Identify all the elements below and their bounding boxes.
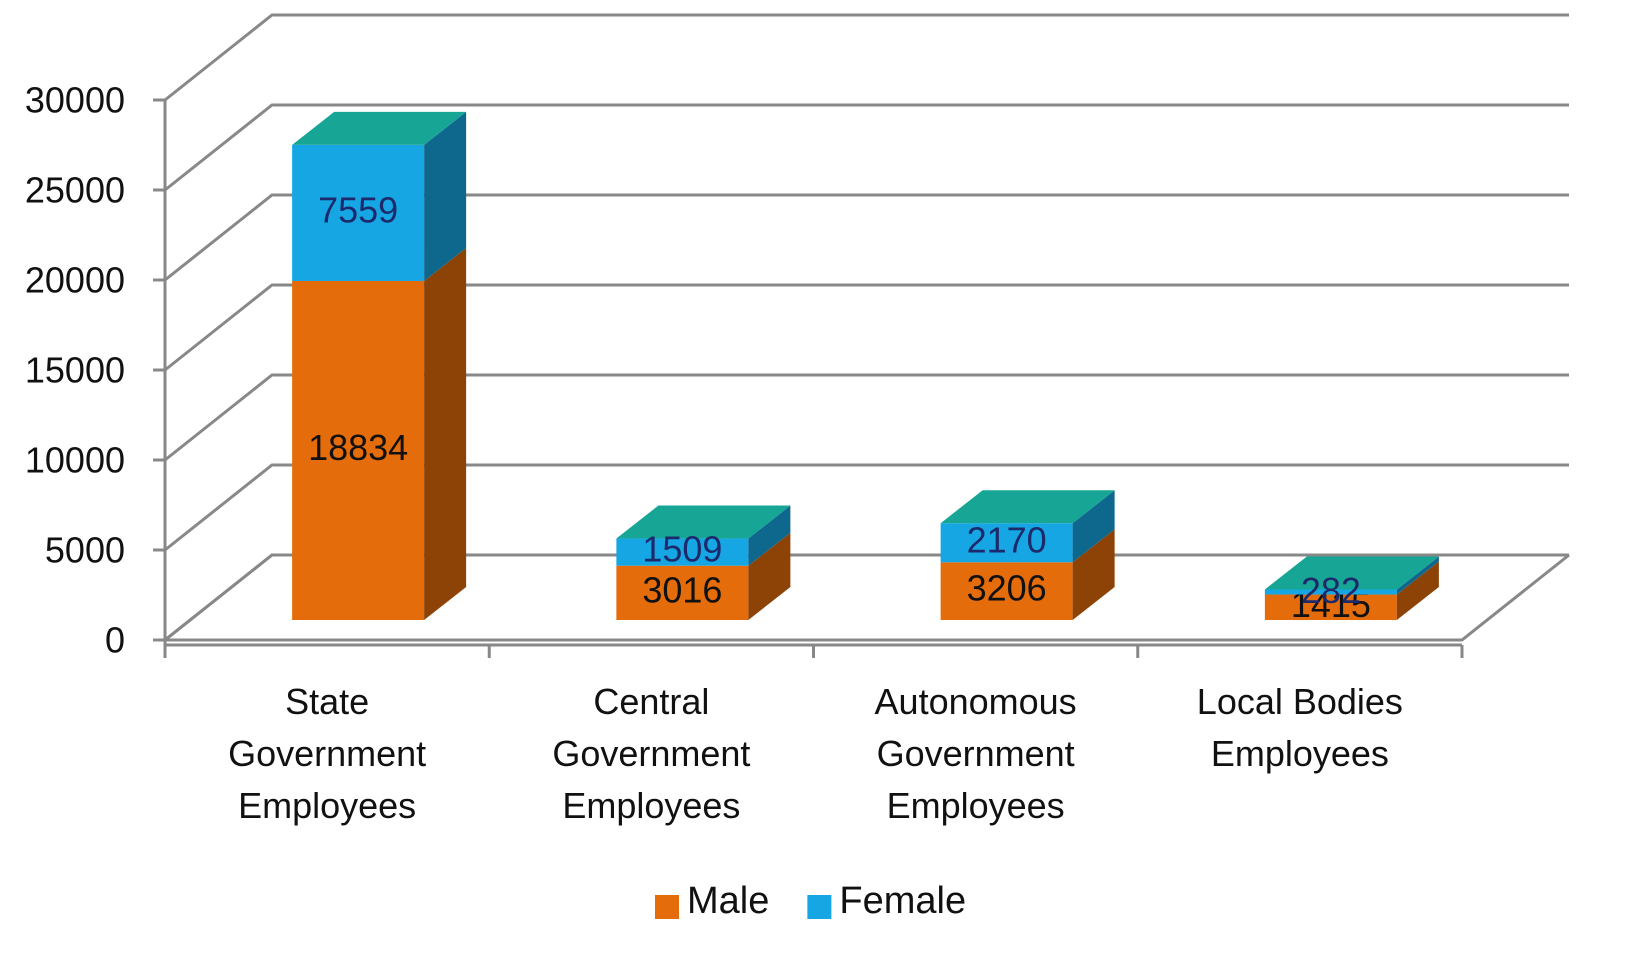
x-tick-label: Local Bodies Employees: [1196, 681, 1403, 774]
data-label: 1509: [642, 529, 722, 570]
bar-side: [1396, 556, 1439, 595]
y-tick-label: 5000: [45, 530, 125, 571]
y-tick-label: 30000: [25, 80, 125, 121]
bar-front: [292, 144, 425, 281]
bar-side: [1072, 529, 1115, 620]
data-label: 3206: [967, 568, 1047, 609]
legend-label: Female: [839, 880, 967, 922]
bar-side: [424, 247, 467, 620]
bar-front: [292, 280, 425, 620]
grid-line: [164, 193, 1569, 282]
bar-top: [1264, 556, 1439, 590]
legend-label: Male: [687, 880, 770, 922]
bar-side: [424, 111, 467, 281]
bar-front: [616, 565, 749, 620]
bar-front: [940, 562, 1073, 620]
bar-front: [616, 538, 749, 566]
bar-front: [1264, 589, 1397, 595]
grid-line: [164, 553, 1569, 642]
bar-top: [292, 111, 467, 145]
grid-line: [164, 283, 1569, 372]
data-label: 2170: [967, 519, 1047, 560]
bar-side: [748, 505, 791, 566]
bar-side: [1396, 561, 1439, 620]
bar-top: [616, 505, 791, 539]
bar-front: [940, 523, 1073, 563]
grid-line: [164, 463, 1569, 552]
bar-side: [748, 532, 791, 620]
y-tick-label: 25000: [25, 170, 125, 211]
data-label: 282: [1301, 570, 1361, 611]
bar-front: [1264, 594, 1397, 620]
legend-swatch: [807, 895, 832, 919]
grid-line: [164, 103, 1569, 192]
y-tick-label: 20000: [25, 260, 125, 301]
bar-top: [940, 490, 1115, 524]
y-tick-label: 10000: [25, 440, 125, 481]
grid-line: [164, 373, 1569, 462]
data-label: 18834: [308, 427, 408, 468]
floor-edge: [165, 553, 1570, 642]
x-tick-label: Autonomous Government Employees: [874, 681, 1077, 826]
y-tick-label: 15000: [25, 350, 125, 391]
grid-line: [164, 13, 1569, 102]
x-tick-label: State Government Employees: [228, 681, 427, 826]
y-tick-label: 0: [105, 620, 125, 661]
data-label: 7559: [318, 189, 398, 230]
legend-swatch: [655, 895, 679, 919]
x-tick-label: Central Government Employees: [552, 681, 751, 826]
data-label: 3016: [642, 569, 722, 610]
bar-side: [1072, 490, 1115, 563]
